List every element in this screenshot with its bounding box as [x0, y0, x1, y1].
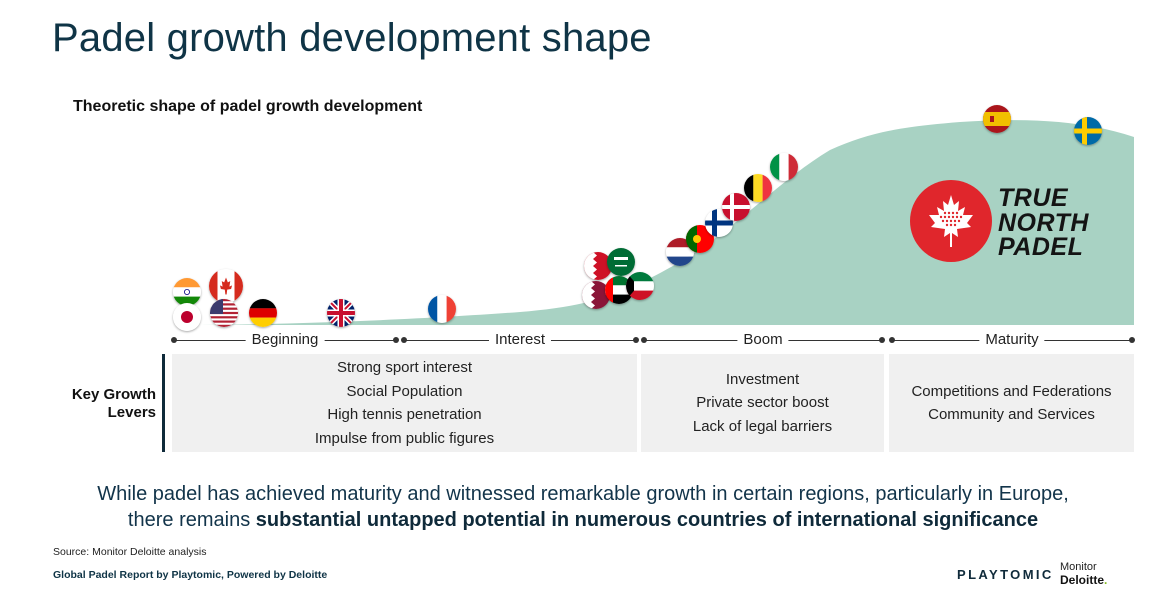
japan-flag-icon	[173, 303, 201, 331]
key-growth-levers-label: Key Growth Levers	[60, 386, 156, 422]
sweden-flag-icon	[1074, 117, 1102, 145]
playtomic-logo: PLAYTOMIC	[957, 567, 1054, 582]
conclusion-line-2: there remains substantial untapped poten…	[0, 507, 1166, 533]
lever-item: Private sector boost	[696, 394, 829, 412]
brand-line-2: NORTH	[998, 208, 1089, 237]
source-note: Source: Monitor Deloitte analysis	[53, 546, 207, 558]
lever-item: Strong sport interest	[336, 359, 473, 376]
conclusion-line-2-prefix: there remains	[127, 509, 256, 531]
stage-label: Interest	[488, 331, 552, 348]
levers-group-beginning-interest: Strong sport interest Social Population …	[172, 354, 637, 452]
netherlands-flag-icon	[666, 238, 694, 266]
canada-flag-icon	[209, 269, 243, 303]
stage-label: Boom	[737, 331, 789, 348]
lever-item: Competitions and Federations	[911, 382, 1112, 400]
page-title: Padel growth development shape	[52, 16, 652, 60]
france-flag-icon	[428, 295, 456, 323]
levers-label-line-2: Levers	[107, 404, 156, 421]
spain-flag-icon	[983, 105, 1011, 133]
brand-line-1: TRUE	[998, 184, 1069, 212]
stage-label: Maturity	[979, 331, 1045, 348]
conclusion-highlight: substantial untapped potential in numero…	[255, 509, 1039, 531]
stage-boom: Boom	[641, 330, 885, 350]
saudi-arabia-flag-icon	[607, 248, 635, 276]
deloitte-logo-dot: .	[1104, 573, 1108, 587]
belgium-flag-icon	[744, 174, 772, 202]
kuwait-flag-icon	[626, 272, 654, 300]
brand-line-3: PADEL	[998, 233, 1084, 261]
conclusion-line-1: While padel has achieved maturity and wi…	[97, 483, 1069, 505]
maple-leaf-icon	[910, 180, 992, 262]
monitor-logo-text: Monitor	[1060, 561, 1097, 573]
lever-item: Investment	[725, 370, 800, 388]
uk-flag-icon	[327, 299, 355, 327]
denmark-flag-icon	[722, 193, 750, 221]
conclusion-text: While padel has achieved maturity and wi…	[0, 481, 1166, 533]
lever-item: Lack of legal barriers	[692, 417, 833, 435]
stage-maturity: Maturity	[889, 330, 1135, 350]
levers-divider	[162, 354, 165, 452]
stage-axis: Beginning Interest Boom Maturity	[171, 330, 1135, 350]
lever-item: High tennis penetration	[327, 406, 482, 423]
stage-beginning: Beginning	[171, 330, 399, 350]
uae-flag-icon	[605, 276, 633, 304]
deloitte-logo: Deloitte.	[1060, 573, 1107, 587]
levers-label-line-1: Key Growth	[71, 386, 156, 403]
true-north-padel-logo: TRUE NORTH PADEL	[910, 180, 1116, 264]
usa-flag-icon	[210, 299, 238, 327]
lever-item: Social Population	[346, 382, 463, 400]
deloitte-logo-text: Deloitte	[1060, 573, 1105, 587]
chart-subtitle: Theoretic shape of padel growth developm…	[73, 98, 423, 115]
levers-group-boom: Investment Private sector boost Lack of …	[641, 354, 884, 452]
germany-flag-icon	[249, 299, 277, 327]
growth-curve-area	[200, 120, 1134, 325]
stage-label: Beginning	[245, 331, 325, 348]
lever-item: Community and Services	[928, 406, 1095, 423]
lever-item: Impulse from public figures	[314, 429, 495, 447]
brand-wordmark: TRUE NORTH PADEL	[998, 186, 1089, 260]
italy-flag-icon	[770, 153, 798, 181]
stage-interest: Interest	[401, 330, 639, 350]
footer-credit: Global Padel Report by Playtomic, Powere…	[53, 569, 328, 581]
india-flag-icon	[173, 278, 201, 306]
levers-group-maturity: Competitions and Federations Community a…	[889, 354, 1134, 452]
